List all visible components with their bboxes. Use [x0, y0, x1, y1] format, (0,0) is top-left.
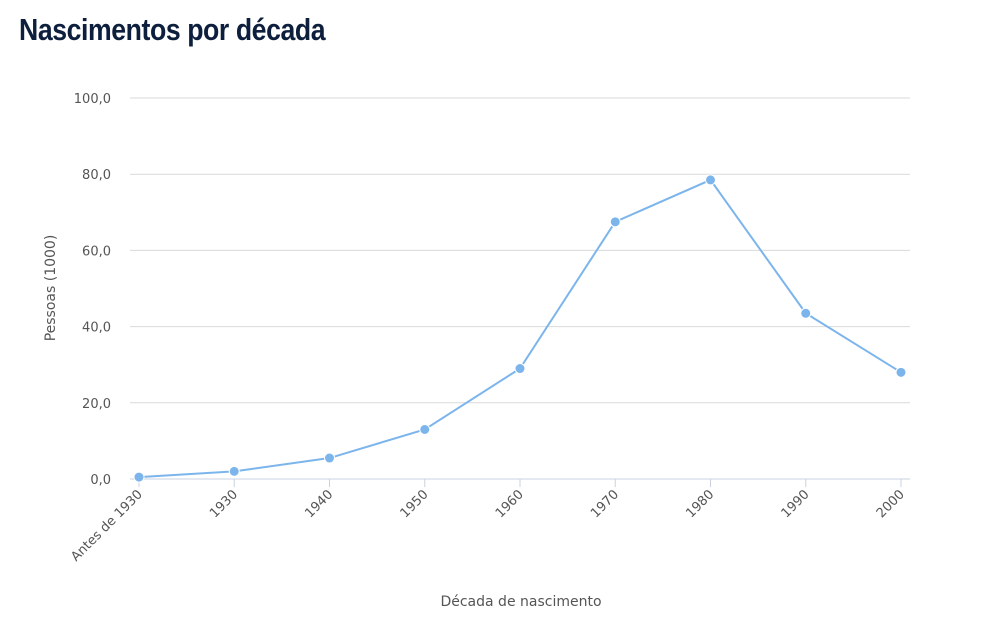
x-axis-title: Década de nascimento	[440, 594, 601, 610]
y-tick-label: 100,0	[74, 92, 111, 107]
x-tick-label: 1980	[683, 487, 717, 521]
chart-title: Nascimentos por década	[19, 12, 326, 47]
y-axis-title: Pessoas (1000)	[43, 235, 59, 342]
y-tick-label: 20,0	[82, 397, 111, 412]
series	[133, 174, 907, 483]
y-tick-label: 40,0	[82, 321, 111, 336]
data-point[interactable]	[705, 174, 716, 186]
data-point[interactable]	[609, 216, 621, 228]
series-line	[138, 178, 902, 479]
y-tick-label: 0,0	[90, 473, 111, 488]
x-tick-label: 1990	[779, 487, 813, 521]
data-point[interactable]	[514, 363, 526, 375]
data-point[interactable]	[800, 307, 812, 319]
data-point[interactable]	[419, 423, 431, 435]
x-tick-label: 1970	[588, 487, 622, 521]
x-tick-label: 2000	[874, 487, 908, 521]
x-tick-label: 1950	[398, 487, 432, 521]
x-axis-ticks: Antes de 1930 1930 1940 1950 1960 1970 1980 199…	[68, 479, 908, 565]
y-tick-label: 80,0	[82, 168, 111, 183]
y-axis-ticks: 0,0 20,0 40,0 60,0 80,0 100,0	[74, 92, 111, 488]
data-point[interactable]	[895, 366, 907, 378]
gridlines	[130, 97, 910, 480]
data-point[interactable]	[133, 471, 145, 483]
x-tick-label: 1960	[493, 487, 527, 521]
x-tick-label: Antes de 1930	[68, 487, 146, 565]
data-point[interactable]	[228, 465, 240, 477]
data-point[interactable]	[324, 452, 335, 464]
x-tick-label: 1940	[302, 487, 336, 521]
y-tick-label: 60,0	[82, 244, 111, 259]
x-tick-label: 1930	[207, 487, 241, 521]
